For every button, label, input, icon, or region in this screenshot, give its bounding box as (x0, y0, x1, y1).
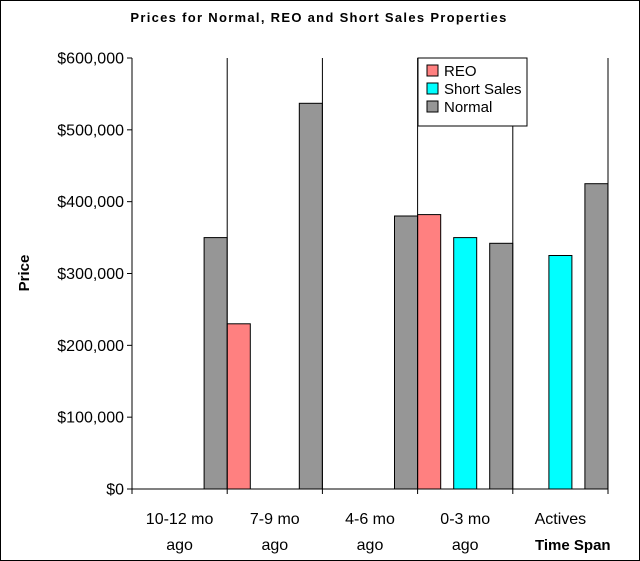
x-tick-label: 7-9 mo (250, 511, 300, 528)
legend-swatch-short-sales (426, 82, 439, 95)
axes (131, 58, 608, 490)
y-tick-label: $100,000 (57, 410, 124, 427)
x-tick-label: 4-6 mo (345, 511, 395, 528)
y-tick-labels: $0 $100,000 $200,000 $300,000 $400,000 $500,0… (57, 51, 132, 499)
x-tick-label: 0-3 mo (440, 511, 490, 528)
y-tick-label: $600,000 (57, 51, 124, 68)
bar-reo (417, 214, 442, 490)
x-tick-label: ago (452, 537, 479, 554)
bar-short-sales (453, 237, 478, 490)
bar-normal (203, 237, 228, 490)
x-tick-label: ago (166, 537, 193, 554)
x-tick-label: Actives (535, 511, 587, 528)
bar-reo (226, 323, 251, 490)
legend-label: Short Sales (444, 81, 522, 98)
bar-short-sales (548, 255, 573, 490)
y-axis-title: Price (16, 255, 33, 292)
bar-normal (394, 215, 418, 490)
y-tick-label: $500,000 (57, 122, 124, 139)
legend-swatch-normal (426, 100, 439, 113)
x-tick-label: ago (261, 537, 288, 554)
y-tick-label: $0 (106, 482, 124, 499)
x-tick-label: 10-12 mo (146, 511, 214, 528)
x-tick-labels: 10-12 mo ago 7-9 mo ago 4-6 mo ago 0-3 mo ago Ac… (131, 489, 609, 554)
y-tick-label: $200,000 (57, 338, 124, 355)
y-tick-label: $300,000 (57, 266, 124, 283)
legend-label: Normal (444, 99, 492, 116)
bar-normal (584, 183, 609, 490)
y-tick-label: $400,000 (57, 194, 124, 211)
legend-swatch-reo (426, 64, 439, 77)
x-tick-label: ago (357, 537, 384, 554)
x-axis-title: Time Span (535, 537, 611, 554)
bars (203, 102, 609, 490)
legend-label: REO (444, 63, 477, 80)
bar-normal (298, 102, 323, 490)
chart-title: Prices for Normal, REO and Short Sales P… (130, 10, 507, 25)
bar-normal (489, 242, 514, 490)
